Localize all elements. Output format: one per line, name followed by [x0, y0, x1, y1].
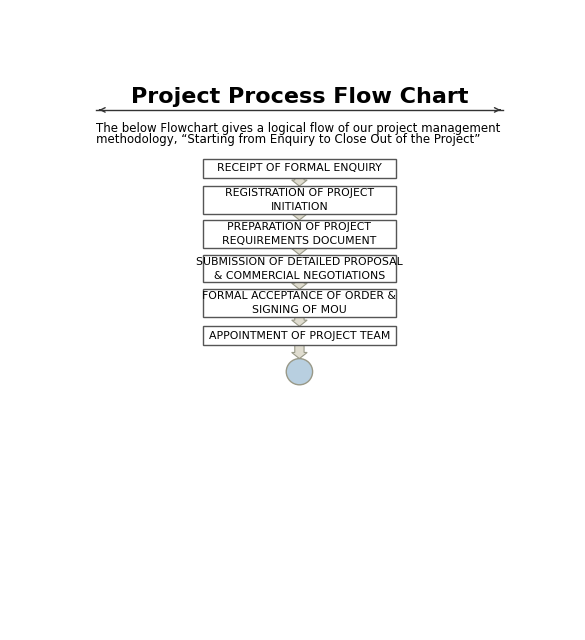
Polygon shape [292, 178, 307, 186]
FancyBboxPatch shape [202, 220, 396, 248]
Polygon shape [292, 317, 307, 326]
Text: Project Process Flow Chart: Project Process Flow Chart [130, 87, 468, 107]
FancyBboxPatch shape [202, 289, 396, 317]
Text: RECEIPT OF FORMAL ENQUIRY: RECEIPT OF FORMAL ENQUIRY [217, 163, 382, 173]
Text: SUBMISSION OF DETAILED PROPOSAL
& COMMERCIAL NEGOTIATIONS: SUBMISSION OF DETAILED PROPOSAL & COMMER… [196, 257, 403, 280]
Circle shape [286, 358, 312, 385]
Polygon shape [292, 345, 307, 358]
Text: REGISTRATION OF PROJECT
INITIATION: REGISTRATION OF PROJECT INITIATION [225, 188, 374, 212]
FancyBboxPatch shape [202, 326, 396, 345]
Text: FORMAL ACCEPTANCE OF ORDER &
SIGNING OF MOU: FORMAL ACCEPTANCE OF ORDER & SIGNING OF … [202, 291, 397, 315]
FancyBboxPatch shape [202, 186, 396, 214]
Polygon shape [292, 214, 307, 220]
FancyBboxPatch shape [202, 255, 396, 282]
Polygon shape [292, 248, 307, 255]
Text: APPOINTMENT OF PROJECT TEAM: APPOINTMENT OF PROJECT TEAM [209, 330, 390, 340]
Text: The below Flowchart gives a logical flow of our project management: The below Flowchart gives a logical flow… [97, 122, 501, 135]
Text: methodology, “Starting from Enquiry to Close Out of the Project”: methodology, “Starting from Enquiry to C… [97, 133, 481, 147]
FancyBboxPatch shape [202, 159, 396, 178]
Text: PREPARATION OF PROJECT
REQUIREMENTS DOCUMENT: PREPARATION OF PROJECT REQUIREMENTS DOCU… [222, 222, 377, 246]
Polygon shape [292, 282, 307, 289]
